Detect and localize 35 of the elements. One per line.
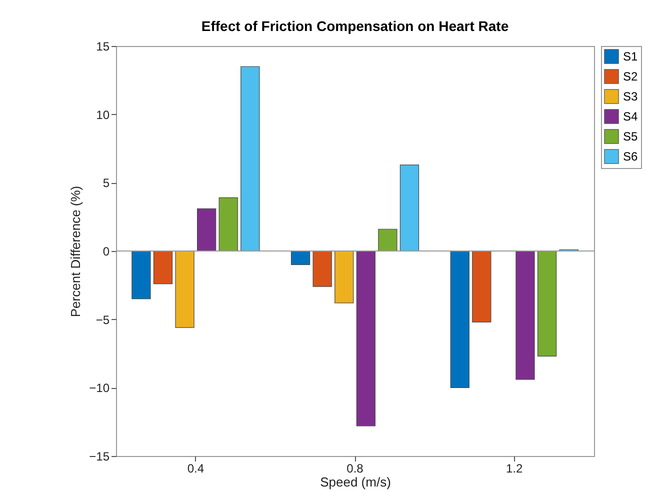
bar (175, 250, 194, 328)
bar (153, 250, 173, 284)
x-axis-title: Speed (m/s) (320, 474, 391, 490)
x-tick-label: 1.2 (506, 462, 523, 476)
bar (312, 250, 332, 287)
x-tick-label: 0.8 (346, 462, 364, 476)
x-tick-label: 0.4 (187, 462, 204, 476)
bar (132, 250, 151, 300)
legend-label: S4 (623, 110, 638, 124)
y-tick-label: −10 (89, 381, 110, 396)
y-tick-label: 10 (96, 108, 110, 122)
bar (197, 208, 216, 252)
y-axis-title: Percent Difference (%) (68, 186, 84, 318)
bar (334, 250, 354, 304)
legend-label: S2 (623, 70, 638, 84)
bar (450, 250, 470, 388)
legend-label: S3 (623, 90, 638, 104)
y-tick-label: 0 (102, 244, 110, 258)
legend-label: S6 (623, 150, 638, 164)
bar (472, 250, 492, 322)
chart-title: Effect of Friction Compensation on Heart Rate (201, 18, 509, 34)
legend-label: S5 (623, 130, 638, 144)
bar (537, 250, 557, 357)
legend-label: S1 (623, 50, 638, 64)
y-tick-label: 5 (102, 176, 110, 190)
bar (290, 250, 310, 265)
bar (218, 197, 238, 252)
y-tick-label: −15 (89, 450, 110, 464)
bar (356, 250, 376, 426)
bar (516, 250, 535, 380)
y-tick-label: 15 (96, 40, 110, 54)
y-tick-label: −5 (96, 312, 110, 327)
bar (400, 164, 420, 252)
bar (240, 66, 260, 252)
bar (378, 228, 398, 252)
